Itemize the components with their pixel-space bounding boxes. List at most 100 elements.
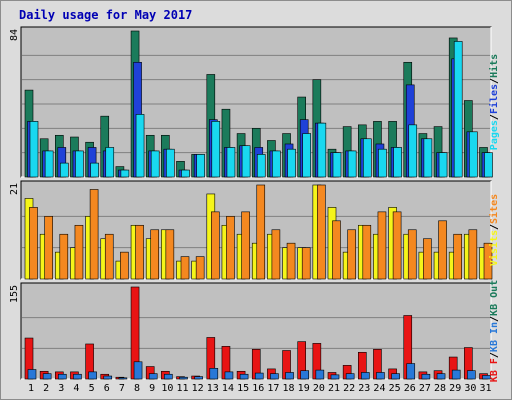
day-label: 26 xyxy=(404,383,416,394)
legend-kb-in: KB In xyxy=(489,322,500,352)
day-label: 19 xyxy=(298,383,310,394)
pages-bar xyxy=(438,152,448,178)
panel-2-ymax-label: 21 xyxy=(9,183,20,195)
pages-bar xyxy=(378,148,387,178)
sites-bar xyxy=(74,224,84,280)
sites-bar xyxy=(135,224,144,280)
kb-in-bar xyxy=(360,372,370,380)
pages-bar xyxy=(469,131,478,178)
kb-in-bar xyxy=(88,371,97,380)
sites-bar xyxy=(468,229,478,280)
pages-bar xyxy=(393,147,402,178)
sites-bar xyxy=(362,224,372,280)
kb-in-bar xyxy=(179,376,188,380)
kb-in-bar xyxy=(406,363,416,380)
sites-bar xyxy=(347,229,356,280)
sites-bar xyxy=(120,251,129,280)
sites-bar xyxy=(29,207,38,280)
panel-3-legend: KB F/KB In/KB Out xyxy=(489,280,500,382)
sites-bar xyxy=(483,242,493,280)
pages-bar xyxy=(150,150,160,178)
kb-in-bar xyxy=(467,370,476,380)
kb-in-bar xyxy=(300,370,310,380)
kb-in-bar xyxy=(254,372,264,380)
kb-in-bar xyxy=(330,374,340,380)
day-label: 6 xyxy=(104,383,110,394)
pages-bar xyxy=(241,145,251,178)
kb-in-bar xyxy=(73,373,82,380)
pages-bar xyxy=(256,154,266,178)
pages-bar xyxy=(226,147,236,178)
legend-separator: / xyxy=(489,352,500,358)
legend-separator: / xyxy=(489,224,500,230)
sites-bar xyxy=(407,229,417,280)
legend-kb-f: KB F xyxy=(489,358,500,382)
day-label: 8 xyxy=(134,383,140,394)
kb-in-bar xyxy=(27,369,37,380)
kb-in-bar xyxy=(345,373,355,380)
kb-in-bar xyxy=(57,373,67,380)
pages-bar xyxy=(135,114,145,178)
legend-visits: Visits xyxy=(488,230,500,266)
kb-in-bar xyxy=(391,373,400,380)
sites-bar xyxy=(301,247,311,280)
pages-bar xyxy=(484,152,493,178)
pages-bar xyxy=(272,150,281,178)
legend-kb-out: KB Out xyxy=(489,280,500,316)
pages-bar xyxy=(75,150,84,178)
pages-bar xyxy=(105,147,115,178)
day-label: 1 xyxy=(28,383,34,394)
sites-bar xyxy=(332,220,341,280)
day-label: 24 xyxy=(373,383,385,394)
sites-bar xyxy=(89,189,99,280)
panel-1-legend: Pages/Files/Hits xyxy=(488,54,500,150)
day-label: 31 xyxy=(479,383,491,394)
pages-bar xyxy=(423,138,433,178)
kb-in-bar xyxy=(42,373,52,380)
sites-bar xyxy=(392,211,402,280)
kb-in-bar xyxy=(436,373,446,380)
pages-bar xyxy=(302,133,312,178)
sites-bar xyxy=(423,238,432,280)
pages-bar xyxy=(90,162,99,178)
legend-hits: Hits xyxy=(488,54,500,78)
day-label: 13 xyxy=(207,383,219,394)
pages-bar xyxy=(120,169,130,178)
pages-bar xyxy=(362,138,372,178)
day-label: 30 xyxy=(464,383,476,394)
kb-in-bar xyxy=(164,373,173,380)
pages-bar xyxy=(59,162,69,178)
sites-bar xyxy=(241,211,250,280)
sites-bar xyxy=(453,233,463,280)
sites-bar xyxy=(180,256,190,280)
day-label: 21 xyxy=(328,383,340,394)
pages-bar xyxy=(44,150,54,178)
day-label: 22 xyxy=(343,383,355,394)
kb-in-bar xyxy=(133,361,143,380)
day-label: 29 xyxy=(449,383,461,394)
sites-bar xyxy=(59,233,69,280)
legend-separator: / xyxy=(489,78,500,84)
day-label: 5 xyxy=(89,383,95,394)
day-label: 10 xyxy=(161,383,173,394)
panel-2-legend: Visits/Sites xyxy=(488,194,500,266)
pages-bar xyxy=(332,152,342,178)
kb-in-bar xyxy=(315,369,325,380)
day-label: 18 xyxy=(283,383,295,394)
sites-bar xyxy=(256,184,266,280)
kb-in-bar xyxy=(209,368,219,380)
panel-3-ymax-label: 155 xyxy=(9,285,20,303)
pages-bar xyxy=(453,41,463,178)
day-label: 4 xyxy=(73,383,79,394)
chart-title: Daily usage for May 2017 xyxy=(19,8,193,22)
panel-1-ymax-label: 84 xyxy=(9,29,20,41)
kb-in-bar xyxy=(270,373,279,380)
sites-bar xyxy=(195,256,205,280)
kb-in-bar xyxy=(118,377,128,380)
pages-bar xyxy=(181,169,190,178)
sites-bar xyxy=(226,216,235,280)
day-label: 25 xyxy=(389,383,401,394)
legend-separator: / xyxy=(489,114,500,120)
pages-bar xyxy=(317,122,327,178)
